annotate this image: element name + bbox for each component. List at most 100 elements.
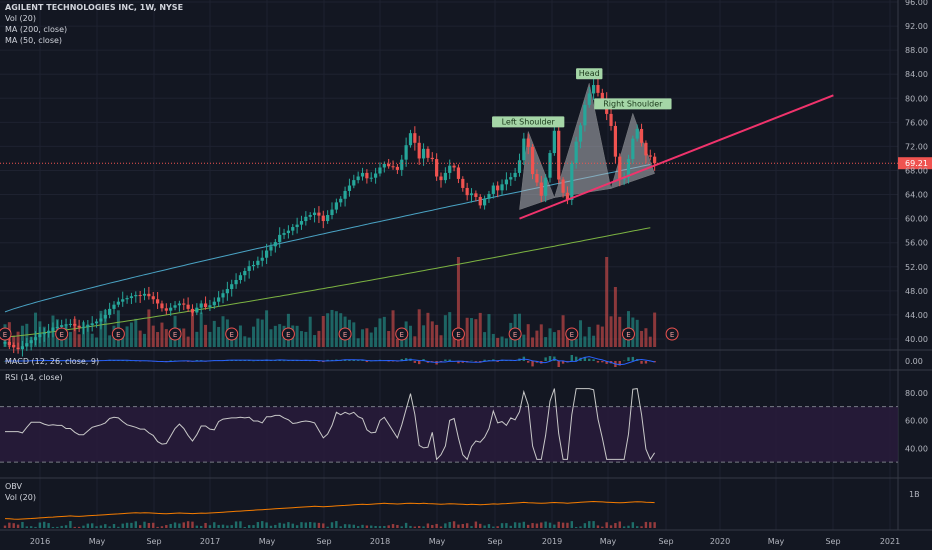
volume-bar [34, 312, 38, 347]
obv-volume-bar [601, 526, 604, 528]
volume-bar [395, 338, 399, 347]
macd-bar [588, 358, 591, 361]
candle-body [644, 142, 648, 156]
candle-body [631, 138, 635, 160]
obv-volume-legend: Vol (20) [5, 493, 36, 502]
volume-bar [81, 322, 85, 347]
volume-bar [596, 324, 600, 347]
volume-bar [20, 325, 24, 347]
volume-bar [260, 319, 264, 347]
volume-bar [186, 336, 190, 347]
macd-bar [627, 357, 630, 361]
macd-bar [418, 361, 421, 365]
macd-bar [457, 361, 460, 364]
candle-body [365, 172, 369, 179]
candle-body [112, 304, 116, 309]
candle-body [138, 295, 142, 297]
obv-volume-bar [156, 526, 159, 528]
obv-volume-bar [540, 522, 543, 528]
obv-volume-bar [256, 522, 260, 528]
candle-body [339, 198, 343, 203]
earnings-marker [338, 327, 352, 341]
candle-body [557, 130, 561, 180]
candle-body [452, 165, 456, 168]
candle-body [369, 177, 373, 179]
obv-volume-bars [3, 521, 656, 528]
earnings-marker-label: E [456, 331, 460, 339]
price-axis: 96.00 92.00 88.00 84.00 80.00 76.00 72.00 68.00… [905, 0, 928, 344]
candle-body [596, 85, 600, 93]
volume-bar [430, 321, 434, 347]
candle-body [203, 303, 208, 308]
obv-volume-bar [125, 522, 129, 528]
earnings-marker-label: E [400, 331, 404, 339]
candle-body [86, 325, 90, 327]
candle-body [469, 193, 474, 196]
obv-volume-bar [352, 524, 355, 528]
candle-body [291, 227, 295, 231]
volume-bar [73, 318, 77, 347]
obv-volume-bar [261, 521, 264, 528]
macd-bar [287, 360, 290, 362]
time-tick: 2020 [710, 537, 730, 546]
obv-volume-bar [64, 525, 68, 528]
obv-volume-bar [618, 521, 621, 528]
candle-body [491, 185, 495, 194]
obv-volume-bar [627, 525, 630, 528]
obv-volume-bar [173, 522, 177, 528]
obv-volume-bar [130, 522, 133, 528]
candle-body [374, 173, 378, 178]
obv-volume-bar [422, 526, 425, 528]
macd-bar [400, 358, 403, 361]
annotation-bg [594, 98, 672, 110]
volume-bar [147, 309, 151, 347]
obv-volume-bar [265, 522, 268, 528]
macd-line [5, 356, 655, 366]
macd-bar [352, 359, 355, 361]
macd-tick: 0.00 [905, 357, 923, 366]
volume-bar [561, 315, 565, 347]
obv-volume-bar [548, 522, 552, 528]
macd-bar [322, 361, 325, 363]
candle-body [526, 138, 530, 148]
time-tick: May [89, 537, 106, 546]
rsi-legend: RSI (14, close) [5, 373, 63, 382]
candle-body [221, 293, 225, 298]
obv-volume-bar [25, 526, 28, 528]
volume-bar [539, 324, 543, 347]
macd-bar [365, 361, 369, 363]
earnings-marker-label: E [286, 331, 290, 339]
volume-bar [230, 334, 234, 347]
obv-volume-bar [605, 522, 608, 528]
candle-body [73, 323, 77, 326]
obv-volume-bar [191, 521, 194, 528]
obv-volume-bar [34, 526, 37, 528]
volume-bar [531, 337, 535, 347]
volume-bar [609, 316, 613, 347]
candle-body [299, 221, 304, 225]
macd-bar [461, 361, 464, 363]
volume-bar [374, 327, 378, 347]
candle-body [164, 308, 168, 311]
macd-bar [422, 359, 425, 361]
volume-bar [308, 316, 312, 347]
chart-legend: AGILENT TECHNOLOGIES INC, 1W, NYSE Vol (… [5, 2, 183, 46]
obv-volume-bar [378, 526, 382, 528]
obv-volume-bar [527, 524, 530, 528]
earnings-marker [111, 327, 125, 341]
candle-body [108, 308, 112, 315]
price-tick: 48.00 [905, 287, 928, 296]
macd-bar [644, 361, 648, 364]
candle-body [544, 177, 548, 196]
time-tick: 2016 [30, 537, 50, 546]
obv-volume-bar [553, 524, 556, 528]
volume-bar [278, 324, 282, 347]
volume-bar [570, 334, 574, 347]
macd-bar [640, 361, 643, 364]
volume-bar [465, 317, 469, 347]
volume-bar [491, 333, 495, 347]
obv-volume-bar [326, 526, 329, 528]
volume-bar [108, 335, 112, 347]
obv-volume-bar [356, 526, 360, 528]
